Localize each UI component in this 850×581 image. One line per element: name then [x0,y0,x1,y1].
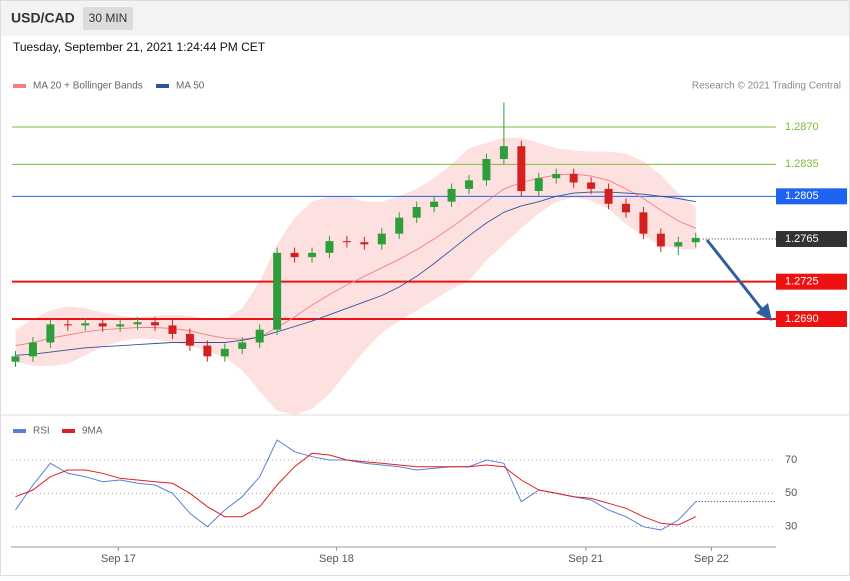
candle-body [238,342,247,349]
ma-line [15,173,696,347]
projection-arrow [705,239,766,313]
level-badge [776,273,847,290]
y-tick-label: 30 [785,521,797,533]
symbol: USD/CAD [11,10,75,26]
x-tick-label: Sep 22 [694,553,729,565]
legend-label: RSI [33,426,50,437]
candle-body [81,323,90,326]
level-badge [776,231,847,247]
legend-swatch [13,429,26,433]
candle-body [377,233,386,245]
candle-body [587,182,596,189]
legend-swatch [62,429,75,433]
candle-body [412,207,421,218]
candle-body [220,348,229,357]
candle-body [290,252,299,258]
candle-body [63,324,72,326]
x-tick-label: Sep 21 [568,553,603,565]
candle-body [203,345,212,357]
legend-label: MA 50 [176,81,205,92]
candle-body [273,252,282,330]
y-tick-label: 50 [785,487,797,499]
rsi-line [15,439,697,531]
candle-body [674,242,683,247]
rsi-line [15,452,697,526]
candle-body [395,217,404,234]
candle-body [447,188,456,202]
legend-label: MA 20 + Bollinger Bands [33,81,143,92]
legend-swatch [156,84,169,88]
candle-body [185,333,194,346]
level-badge [776,188,847,205]
ma-line [15,191,696,356]
candle-body [482,159,491,181]
header-bar [1,1,849,36]
level-label: 1.2870 [785,121,819,133]
level-label: 1.2835 [785,158,819,170]
level-badge [776,311,847,327]
candle-body [639,212,648,234]
timestamp: Tuesday, September 21, 2021 1:24:44 PM C… [13,40,266,54]
candle-body [11,356,20,362]
y-tick-label: 70 [785,454,797,466]
candle-body [691,237,700,243]
candle-body [430,201,439,207]
candle-body [255,329,264,343]
legend-swatch [13,84,26,88]
x-tick-label: Sep 17 [101,553,136,565]
candle-body [552,173,561,179]
projection-arrowhead [756,303,772,321]
candle-body [604,188,613,204]
candle-body [98,323,107,327]
candle-body [360,242,369,245]
candle-body [168,325,177,334]
candle-body [517,146,526,191]
candle-body [656,233,665,247]
candle-body [325,241,334,253]
level-label: 1.2690 [785,313,819,325]
candle-body [569,173,578,183]
bollinger-band [15,137,696,415]
candle-body [308,252,317,258]
candle-body [534,178,543,191]
candle-body [621,203,630,213]
level-label: 1.2765 [785,233,819,245]
candle-body [499,146,508,159]
candle-body [46,324,55,343]
level-label: 1.2725 [785,276,819,288]
timeframe-box[interactable] [83,7,133,30]
candle-body [465,180,474,189]
candle-body [151,322,160,326]
candle-body [116,324,125,327]
timeframe[interactable]: 30 MIN [89,11,128,25]
candle-body [342,241,351,243]
candle-body [28,342,37,357]
level-label: 1.2805 [785,190,819,202]
candle-body [133,322,142,325]
legend-label: 9MA [82,426,103,437]
credit: Research © 2021 Trading Central [692,81,841,92]
x-tick-label: Sep 18 [319,553,354,565]
